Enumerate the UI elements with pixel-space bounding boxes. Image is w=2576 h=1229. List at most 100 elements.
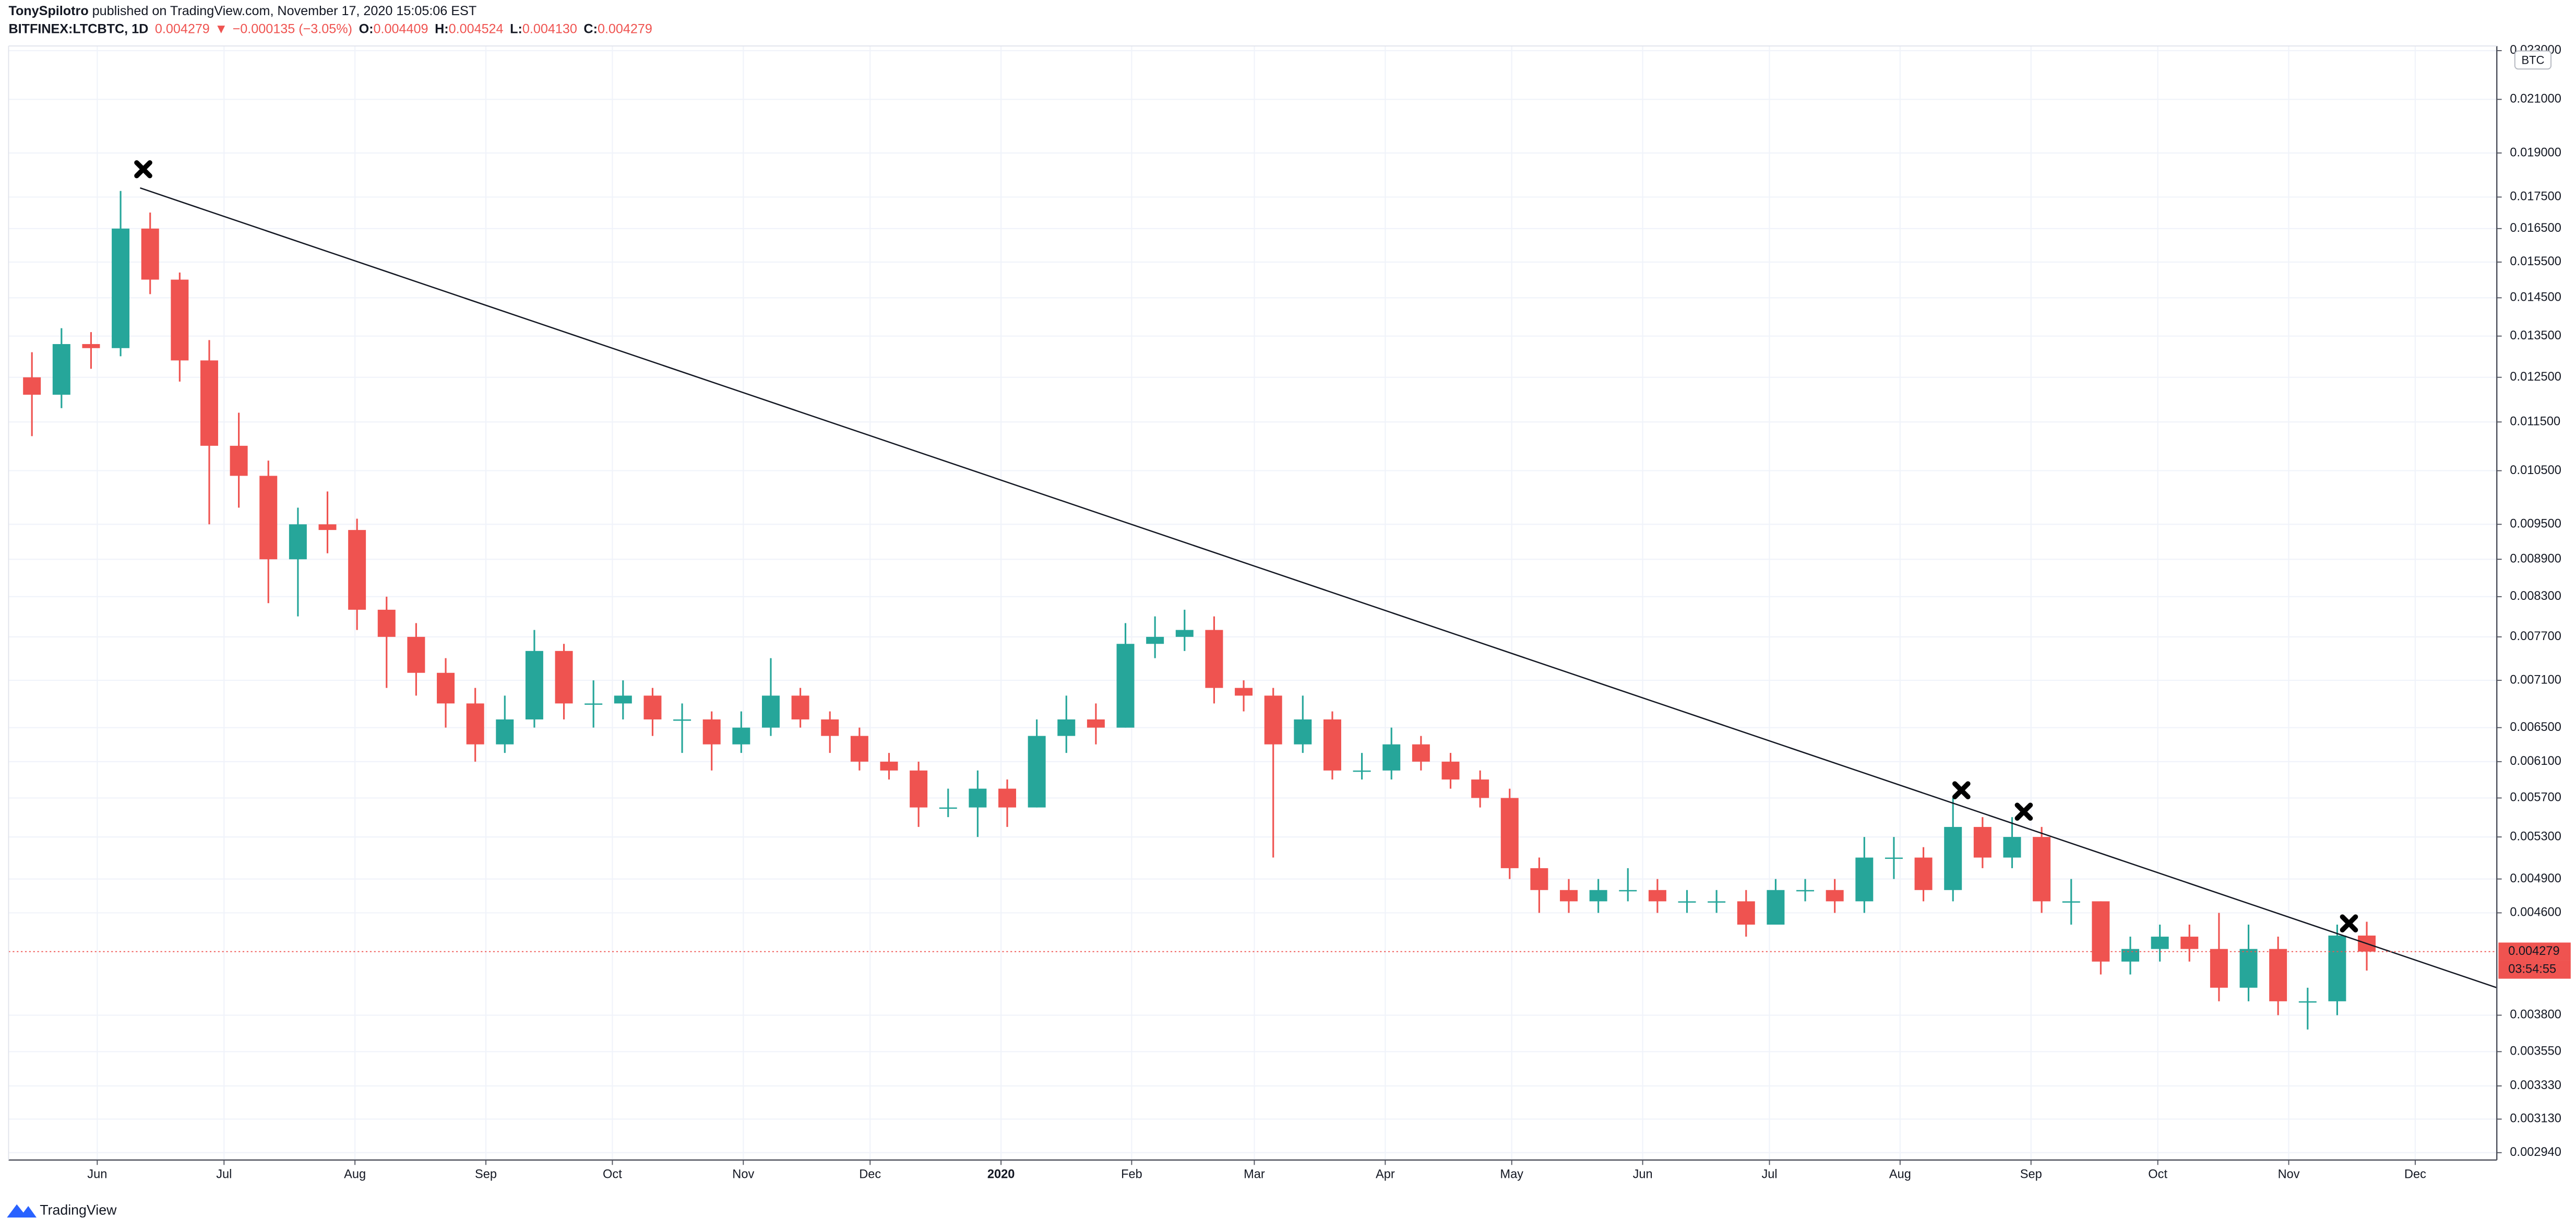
candle-body xyxy=(1353,770,1371,772)
candle-body xyxy=(348,530,366,610)
candle-body xyxy=(1885,857,1903,859)
ohlc-value: 0.004130 xyxy=(522,21,577,36)
candle-body xyxy=(1767,890,1785,925)
author: TonySpilotro xyxy=(8,4,88,18)
y-tick-label: 0.005300 xyxy=(2510,830,2561,843)
y-tick-label: 0.019000 xyxy=(2510,146,2561,159)
footer: TradingView xyxy=(7,1202,117,1218)
x-tick-label: Mar xyxy=(1244,1167,1265,1181)
x-tick-label: Feb xyxy=(1121,1167,1142,1181)
candle-body xyxy=(1678,901,1696,903)
header-line-2: BITFINEX:LTCBTC, 1D 0.004279 ▼ −0.000135 (−… xyxy=(8,21,652,36)
candle-body xyxy=(1116,644,1135,728)
candle-body xyxy=(1826,890,1844,902)
candle-body xyxy=(23,377,41,395)
symbol: BITFINEX:LTCBTC, 1D xyxy=(8,21,148,36)
candle-body xyxy=(1648,890,1666,902)
y-tick-label: 0.007100 xyxy=(2510,673,2561,687)
x-tick-label: May xyxy=(1500,1167,1523,1181)
candle-body xyxy=(2298,1001,2317,1003)
y-tick-label: 0.003550 xyxy=(2510,1045,2561,1058)
candle-body xyxy=(1294,719,1312,745)
x-tick-label: Nov xyxy=(732,1167,754,1181)
x-tick-label: Jun xyxy=(1633,1167,1653,1181)
labels: 0.0230000.0210000.0190000.0175000.016500… xyxy=(87,43,2561,1181)
candle-body xyxy=(2033,837,2051,902)
y-tick-label: 0.002940 xyxy=(2510,1145,2561,1159)
ohlc-label: O: xyxy=(359,21,374,36)
candle-body xyxy=(939,807,957,809)
candle-body xyxy=(318,524,337,530)
x-tick-label: Oct xyxy=(2148,1167,2167,1181)
y-tick-label: 0.005700 xyxy=(2510,791,2561,805)
ohlc-label: H: xyxy=(435,21,449,36)
countdown-label: 03:54:55 xyxy=(2508,963,2556,976)
candle-body xyxy=(643,695,662,720)
y-tick-label: 0.016500 xyxy=(2510,221,2561,235)
candle-body xyxy=(2003,837,2021,858)
candle-body xyxy=(1235,688,1253,696)
candle-body xyxy=(200,360,218,446)
candle-body xyxy=(2269,949,2287,1001)
x-markers xyxy=(134,160,2358,932)
candle-body xyxy=(1589,890,1607,902)
candle-body xyxy=(2151,937,2169,949)
ohlc-value: 0.004409 xyxy=(374,21,428,36)
candle-body xyxy=(1796,890,1815,892)
candle-body xyxy=(1028,736,1046,808)
y-tick-label: 0.012500 xyxy=(2510,370,2561,384)
candle-body xyxy=(289,524,307,560)
candle-body xyxy=(112,228,130,348)
header-line-1: TonySpilotro published on TradingView.co… xyxy=(8,4,476,18)
candle-body xyxy=(377,609,396,637)
candle-body xyxy=(1146,636,1164,644)
x-tick-label: 2020 xyxy=(987,1167,1015,1181)
candle-body xyxy=(1412,744,1430,762)
y-tick-label: 0.014500 xyxy=(2510,291,2561,304)
ohlc-label: C: xyxy=(583,21,598,36)
candle-body xyxy=(880,761,898,771)
candle-body xyxy=(969,788,987,808)
x-marker xyxy=(1952,781,1971,800)
candle-body xyxy=(1441,761,1460,780)
x-tick-label: Aug xyxy=(1889,1167,1911,1181)
candle-body xyxy=(496,719,514,745)
candle-body xyxy=(466,703,484,745)
y-tick-label: 0.017500 xyxy=(2510,190,2561,204)
candle-body xyxy=(1530,868,1548,890)
candle-body xyxy=(82,344,100,348)
candle-body xyxy=(1914,857,1933,890)
y-tick-label: 0.004600 xyxy=(2510,906,2561,919)
last-price-label: 0.004279 xyxy=(2508,944,2559,958)
candle-body xyxy=(998,788,1017,808)
candle-body xyxy=(673,719,691,721)
candle-body xyxy=(1382,744,1401,771)
candle-body xyxy=(1708,901,1726,903)
candle-body xyxy=(1737,901,1755,925)
x-tick-label: Sep xyxy=(2020,1167,2042,1181)
x-tick-label: Dec xyxy=(859,1167,881,1181)
candle-body xyxy=(1264,695,1282,745)
candle-body xyxy=(761,695,780,728)
candle-body xyxy=(2121,949,2139,962)
x-marker xyxy=(2014,802,2033,821)
logo xyxy=(7,1204,37,1218)
candle-body xyxy=(2092,901,2110,962)
currency-box-frame xyxy=(2514,50,2552,70)
candle-body xyxy=(230,445,248,476)
footer-text: TradingView xyxy=(40,1202,117,1218)
candle-body xyxy=(791,695,809,720)
y-tick-label: 0.011500 xyxy=(2510,415,2560,428)
overlay xyxy=(134,160,2358,932)
arrow: ▼ xyxy=(214,21,228,36)
y-tick-label: 0.003800 xyxy=(2510,1008,2561,1022)
y-tick-label: 0.010500 xyxy=(2510,464,2561,477)
y-tick-label: 0.003130 xyxy=(2510,1112,2561,1126)
candle-body xyxy=(2210,949,2228,988)
y-tick-label: 0.008300 xyxy=(2510,589,2561,603)
candle-body xyxy=(2180,937,2199,949)
candle-body xyxy=(702,719,721,745)
